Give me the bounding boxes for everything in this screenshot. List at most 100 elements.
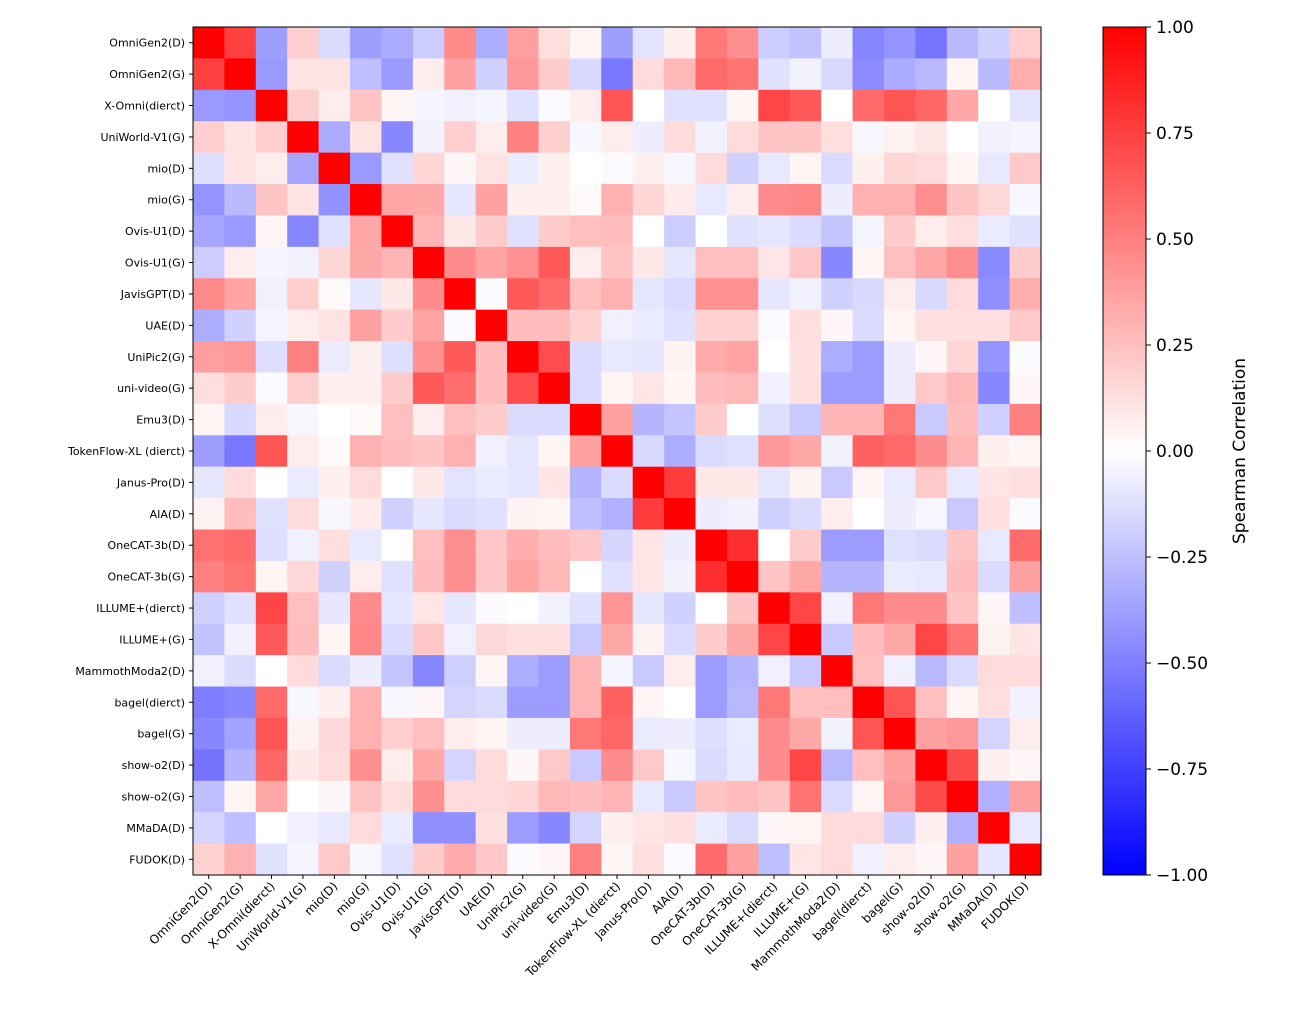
heatmap-cell <box>946 278 979 311</box>
heatmap-cell <box>381 466 414 499</box>
heatmap-cell <box>789 717 822 750</box>
heatmap-cell <box>538 812 571 845</box>
heatmap-cell <box>318 121 351 154</box>
heatmap-cell <box>475 372 508 405</box>
colorbar-tick-label: −0.50 <box>1156 654 1208 674</box>
heatmap-cell <box>632 749 665 782</box>
heatmap-cell <box>946 341 979 373</box>
heatmap-cell <box>1009 592 1042 625</box>
heatmap-cell <box>978 749 1011 782</box>
heatmap-cell <box>507 215 539 248</box>
y-tick-label: TokenFlow-XL (dierct) <box>67 445 185 458</box>
heatmap-cell <box>255 58 288 91</box>
heatmap-cell <box>193 655 225 688</box>
heatmap-cell <box>789 27 822 59</box>
heatmap-cell <box>255 780 288 813</box>
heatmap-cell <box>255 372 288 405</box>
heatmap-cell <box>569 749 602 782</box>
heatmap-cell <box>915 843 948 876</box>
heatmap-cell <box>569 843 602 876</box>
heatmap-cell <box>852 812 885 845</box>
colorbar-label: Spearman Correlation <box>1230 358 1250 544</box>
y-tick-label: ILLUME+(dierct) <box>96 602 185 615</box>
heatmap-cell <box>852 592 885 625</box>
heatmap-cell <box>852 403 885 436</box>
heatmap-cell <box>632 58 665 91</box>
heatmap-cell <box>978 466 1011 499</box>
heatmap-cell <box>318 843 351 876</box>
colorbar-tick-label: 0.25 <box>1156 336 1194 356</box>
heatmap-cell <box>287 246 320 279</box>
heatmap-cell <box>569 780 602 813</box>
heatmap-cell <box>444 686 477 719</box>
heatmap-cell <box>538 372 571 405</box>
heatmap-cell <box>287 121 320 154</box>
heatmap-cell <box>978 592 1011 625</box>
heatmap-cell <box>883 121 916 154</box>
heatmap-cell <box>569 246 602 279</box>
heatmap-cell <box>381 655 414 688</box>
heatmap-cell <box>569 341 602 373</box>
heatmap-cell <box>193 121 225 154</box>
heatmap-cell <box>350 309 382 342</box>
heatmap-cell <box>1009 780 1042 813</box>
heatmap-cell <box>664 655 697 688</box>
heatmap-cell <box>632 435 665 468</box>
heatmap-cell <box>1009 58 1042 91</box>
heatmap-cell <box>1009 403 1042 436</box>
heatmap-cell <box>444 246 477 279</box>
heatmap-cell <box>475 403 508 436</box>
heatmap-cell <box>538 309 571 342</box>
heatmap-cell <box>350 529 382 562</box>
heatmap-cell <box>915 341 948 373</box>
heatmap-cell <box>350 278 382 311</box>
heatmap-cell <box>255 309 288 342</box>
heatmap-cell <box>664 403 697 436</box>
heatmap-cell <box>978 498 1011 531</box>
heatmap-cell <box>224 27 257 59</box>
heatmap-cell <box>224 215 257 248</box>
heatmap-cell <box>789 309 822 342</box>
heatmap-cell <box>758 843 791 876</box>
heatmap-cell <box>946 843 979 876</box>
heatmap-cell <box>852 498 885 531</box>
heatmap-cell <box>852 89 885 122</box>
heatmap-cell <box>789 89 822 122</box>
heatmap-cell <box>475 843 508 876</box>
heatmap-cell <box>883 27 916 59</box>
heatmap-cell <box>224 686 257 719</box>
heatmap-cell <box>664 372 697 405</box>
heatmap-cell <box>821 498 854 531</box>
heatmap-cell <box>475 27 508 59</box>
heatmap-cell <box>318 278 351 311</box>
colorbar <box>1102 26 1147 876</box>
heatmap-cell <box>475 215 508 248</box>
heatmap-cell <box>632 623 665 656</box>
heatmap-cell <box>412 27 445 59</box>
heatmap-cell <box>664 309 697 342</box>
heatmap-cell <box>852 435 885 468</box>
heatmap-cell <box>789 592 822 625</box>
heatmap-cell <box>318 812 351 845</box>
heatmap-cell <box>381 341 414 373</box>
heatmap-cell <box>507 121 539 154</box>
heatmap-cell <box>287 812 320 845</box>
heatmap-cell <box>915 592 948 625</box>
heatmap-cell <box>726 403 759 436</box>
heatmap-cell <box>1009 717 1042 750</box>
heatmap-cell <box>726 686 759 719</box>
heatmap-cell <box>632 466 665 499</box>
heatmap-cell <box>789 184 822 216</box>
heatmap-cell <box>852 686 885 719</box>
heatmap-cell <box>193 466 225 499</box>
heatmap-cell <box>664 780 697 813</box>
heatmap-cell <box>915 623 948 656</box>
heatmap-cell <box>507 749 539 782</box>
heatmap-cell <box>318 466 351 499</box>
heatmap-cell <box>852 655 885 688</box>
heatmap-cell <box>821 309 854 342</box>
heatmap-cell <box>412 592 445 625</box>
heatmap-cell <box>758 341 791 373</box>
heatmap-cell <box>412 529 445 562</box>
